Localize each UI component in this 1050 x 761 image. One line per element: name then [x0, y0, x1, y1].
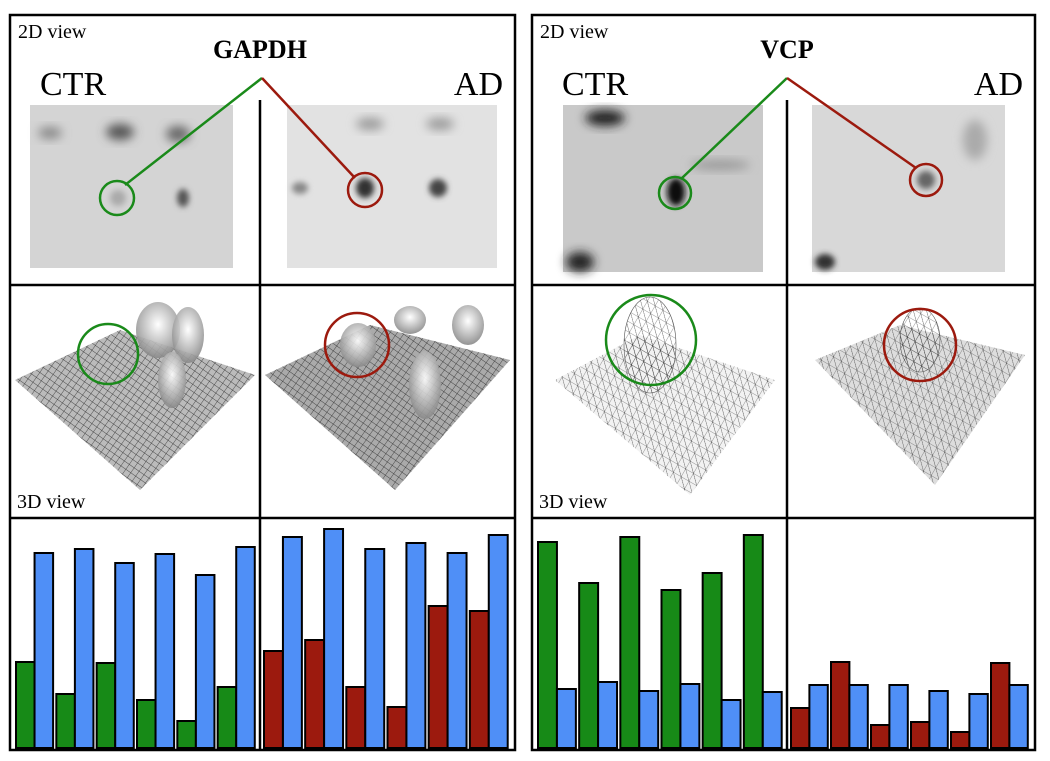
- gel-image: [30, 105, 233, 268]
- bar: [176, 720, 197, 749]
- bar: [761, 691, 783, 749]
- bar: [114, 562, 135, 749]
- surface-3d: [15, 302, 255, 490]
- bar: [216, 686, 238, 749]
- bar: [194, 574, 216, 749]
- bar: [405, 542, 427, 749]
- bar: [679, 683, 701, 749]
- bar: [263, 650, 284, 749]
- bar: [323, 528, 345, 749]
- panel-frame: [530, 13, 1037, 752]
- bar: [95, 662, 117, 749]
- bar: [468, 610, 490, 749]
- bar: [808, 684, 829, 749]
- spot-circle: [346, 171, 384, 209]
- view-label: 2D view: [18, 21, 87, 43]
- bar: [830, 661, 851, 749]
- bar: [537, 541, 558, 749]
- bar: [619, 536, 641, 749]
- spot-circle: [908, 162, 944, 198]
- bar: [701, 572, 723, 749]
- connector-line: [681, 77, 788, 179]
- bar: [487, 534, 509, 749]
- bar: [386, 706, 408, 749]
- bar: [597, 681, 619, 749]
- bar: [304, 639, 326, 749]
- bar: [427, 605, 449, 749]
- bar: [73, 548, 95, 749]
- view-label: 2D view: [540, 21, 609, 43]
- bar: [928, 690, 949, 749]
- surface-3d: [815, 307, 1025, 485]
- bar: [281, 536, 303, 749]
- bar: [136, 699, 157, 749]
- connector-line: [124, 77, 263, 186]
- bar: [578, 582, 600, 749]
- view-label: 3D view: [17, 491, 86, 513]
- bar: [910, 721, 931, 749]
- panel-frame: [8, 13, 517, 752]
- panel-title: GAPDH: [213, 35, 307, 64]
- bar: [638, 690, 660, 749]
- bar: [446, 552, 468, 749]
- bar: [790, 707, 811, 749]
- surface-3d: [555, 293, 775, 495]
- bar: [720, 699, 742, 749]
- condition-label: AD: [454, 66, 503, 103]
- bar: [33, 552, 55, 749]
- bar: [968, 693, 989, 749]
- bar: [848, 684, 869, 749]
- bar: [870, 724, 891, 749]
- panel-title: VCP: [760, 35, 814, 64]
- condition-label: AD: [974, 66, 1023, 103]
- view-label: 3D view: [539, 491, 608, 513]
- bar: [364, 548, 386, 749]
- bar: [55, 693, 76, 749]
- spot-circle: [657, 175, 693, 211]
- condition-label: CTR: [40, 66, 106, 103]
- bar: [235, 546, 256, 749]
- bar: [345, 686, 367, 749]
- bar: [15, 661, 36, 749]
- condition-label: CTR: [562, 66, 628, 103]
- bar: [555, 688, 577, 749]
- bar: [990, 662, 1011, 749]
- bar: [1008, 684, 1029, 749]
- bar: [888, 684, 909, 749]
- gel-image: [287, 105, 497, 268]
- gel-image: [812, 105, 1005, 272]
- surface-3d: [265, 305, 510, 490]
- connector-line: [786, 76, 917, 170]
- bar: [154, 553, 176, 749]
- bar: [950, 731, 971, 749]
- bar: [660, 589, 682, 749]
- spot-circle: [98, 179, 136, 217]
- bar: [742, 534, 764, 749]
- connector-line: [261, 77, 356, 179]
